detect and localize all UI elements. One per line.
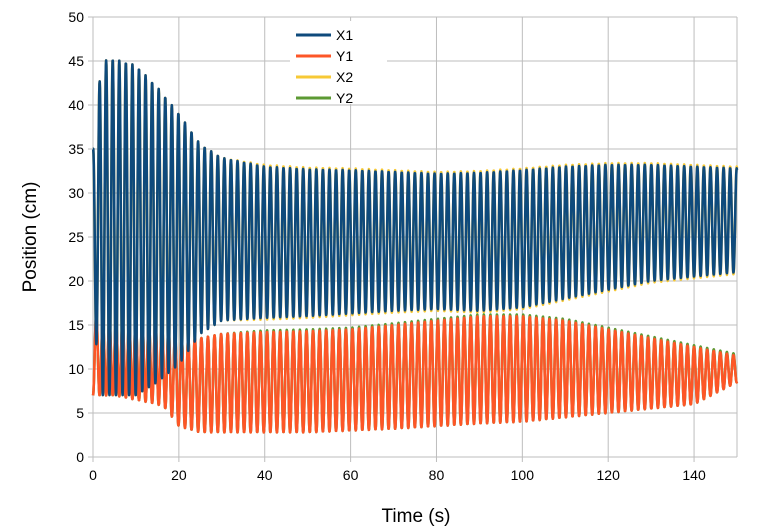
y-tick-label: 35 [68, 141, 84, 157]
x-tick-label: 60 [343, 467, 359, 483]
y-tick-label: 50 [68, 9, 84, 25]
series-line-x1 [91, 59, 739, 397]
y-tick-label: 15 [68, 317, 84, 333]
y-tick-label: 40 [68, 97, 84, 113]
x-tick-label: 120 [597, 467, 621, 483]
x-tick-label: 80 [429, 467, 445, 483]
y-axis-ticks: 0 5 10 15 20 25 30 35 40 45 50 [68, 9, 93, 465]
legend-label-x2: X2 [336, 69, 353, 85]
x-axis-ticks: 0 20 40 60 80 100 120 140 [89, 457, 706, 483]
legend-label-x1: X1 [336, 27, 353, 43]
y-tick-label: 25 [68, 229, 84, 245]
plot-area [91, 59, 739, 434]
x-axis-title: Time (s) [382, 506, 451, 527]
y-axis-title: Position (cm) [20, 182, 41, 293]
y-tick-label: 45 [68, 53, 84, 69]
y-tick-label: 20 [68, 273, 84, 289]
x-tick-label: 20 [171, 467, 187, 483]
y-tick-label: 10 [68, 361, 84, 377]
y-tick-label: 0 [76, 449, 84, 465]
y-tick-label: 5 [76, 405, 84, 421]
x-tick-label: 100 [511, 467, 535, 483]
series-line-y1 [91, 314, 739, 434]
x-tick-label: 140 [682, 467, 706, 483]
x-tick-label: 0 [89, 467, 97, 483]
series-layer [91, 59, 739, 434]
legend-label-y2: Y2 [336, 90, 353, 106]
legend-label-y1: Y1 [336, 48, 353, 64]
x-tick-label: 40 [257, 467, 273, 483]
y-tick-label: 30 [68, 185, 84, 201]
legend: X1 Y1 X2 Y2 [290, 21, 387, 106]
